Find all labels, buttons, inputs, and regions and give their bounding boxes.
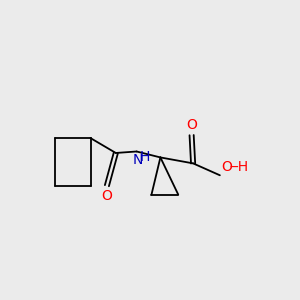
Text: N: N [133, 153, 143, 167]
Text: H: H [140, 150, 150, 164]
Text: O: O [186, 118, 197, 132]
Text: O: O [101, 189, 112, 202]
Text: ‒H: ‒H [230, 160, 249, 174]
Text: O: O [221, 160, 232, 174]
